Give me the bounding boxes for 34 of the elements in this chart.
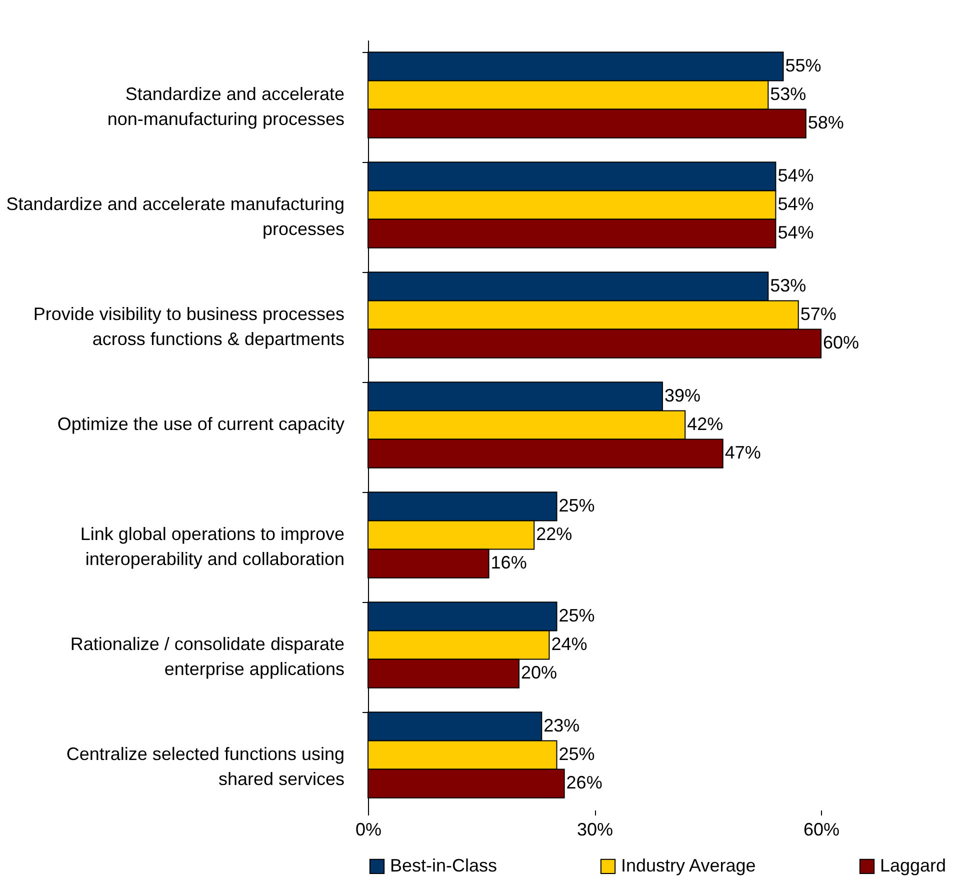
data-label: 25% [558, 605, 595, 626]
y-tick-label: Provide visibility to business processes across functions & departments [33, 304, 344, 349]
data-label: 54% [778, 222, 814, 243]
data-label: 53% [770, 275, 806, 296]
data-label: 22% [536, 524, 572, 544]
y-tick-label: Standardize and accelerate non-manufacturing processes [107, 84, 344, 129]
data-label: 26% [566, 772, 602, 793]
data-label: 47% [724, 442, 761, 463]
data-label: 54% [778, 165, 814, 186]
legend-label: Industry Average [621, 855, 756, 876]
data-label: 25% [558, 495, 595, 516]
data-label: 53% [770, 84, 806, 104]
data-label: 23% [544, 715, 580, 736]
data-label: 16% [490, 552, 527, 573]
y-tick-label: Centralize selected functions using shared services [66, 744, 344, 789]
legend-label: Best-in-Class [390, 855, 498, 876]
data-label: 24% [551, 634, 588, 654]
data-label: 54% [778, 194, 814, 214]
data-label: 58% [808, 112, 844, 133]
data-label: 57% [800, 304, 836, 324]
data-label: 20% [521, 662, 558, 683]
data-label: 39% [664, 385, 700, 406]
data-label: 25% [558, 744, 595, 764]
x-tick-label: 0% [355, 820, 382, 840]
x-tick-label: 30% [576, 820, 614, 840]
x-tick-label: 60% [803, 820, 840, 840]
data-label: 42% [687, 414, 724, 434]
data-label: 55% [785, 55, 822, 76]
y-tick-label: Optimize the use of current capacity [57, 414, 344, 434]
y-tick-label: Standardize and accelerate manufacturing processes [6, 194, 344, 239]
y-tick-label: Rationalize / consolidate disparate enterprise applications [70, 634, 344, 679]
data-label: 60% [823, 332, 860, 353]
y-tick-label: Link global operations to improve interoperability and collaboration [80, 524, 344, 569]
legend-label: Laggard [880, 855, 946, 876]
